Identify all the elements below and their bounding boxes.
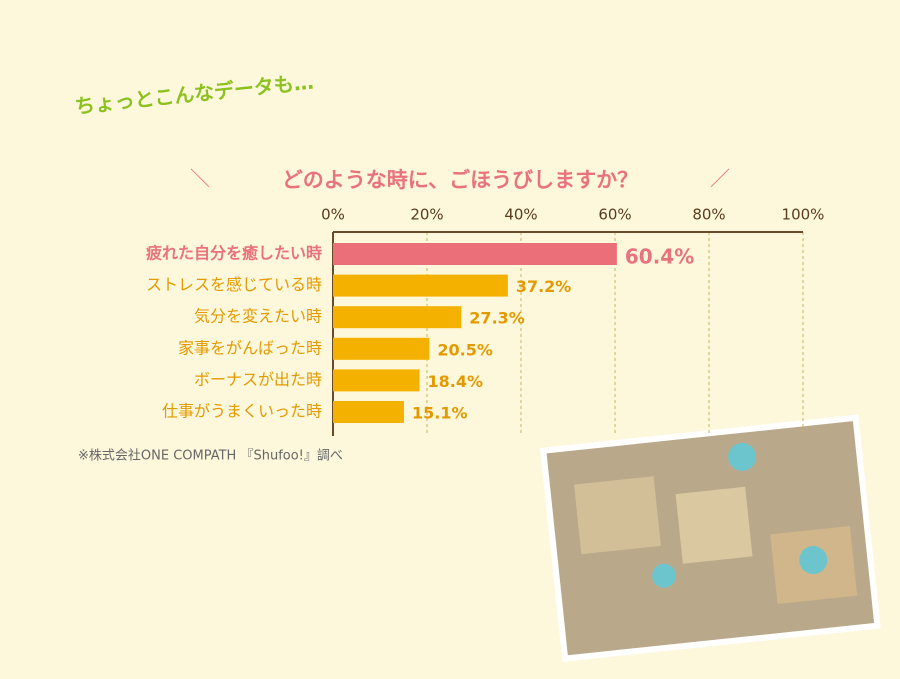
bar — [333, 369, 420, 392]
bar — [333, 337, 430, 360]
photo-sticker — [799, 546, 828, 575]
category-label: 家事をがんばった時 — [178, 338, 322, 357]
bar — [333, 306, 462, 329]
chart-title: どのような時に、ごほうびしますか？ — [282, 168, 638, 192]
value-label: 60.4% — [625, 245, 694, 269]
annotation: ちょっとこんなデータも… — [74, 69, 315, 118]
x-tick-label: 20% — [410, 206, 443, 224]
category-label: 仕事がうまくいった時 — [162, 402, 322, 421]
value-label: 18.4% — [427, 372, 483, 391]
photo-sticker — [652, 563, 677, 588]
photo-cookie — [574, 476, 661, 555]
photo-cookie — [675, 486, 753, 564]
source-note: ※株式会社ONE COMPATH 『Shufoo!』調べ — [78, 448, 343, 464]
photo — [540, 414, 881, 662]
category-label: ボーナスが出た時 — [194, 370, 322, 389]
x-tick-label: 80% — [692, 206, 725, 224]
x-tick-label: 60% — [598, 206, 631, 224]
value-label: 15.1% — [412, 404, 468, 423]
bar — [333, 243, 617, 265]
value-label: 27.3% — [469, 309, 525, 328]
category-label: ストレスを感じている時 — [146, 275, 322, 294]
x-tick-label: 100% — [782, 206, 825, 224]
photo-sticker — [728, 442, 757, 471]
x-tick-label: 40% — [504, 206, 537, 224]
bar — [333, 401, 404, 423]
bar — [333, 274, 508, 297]
title-deco: ＼ — [190, 167, 210, 191]
value-label: 20.5% — [437, 340, 493, 359]
category-label: 疲れた自分を癒したい時 — [146, 244, 322, 263]
x-tick-label: 0% — [321, 206, 345, 224]
value-label: 37.2% — [516, 277, 572, 296]
category-label: 気分を変えたい時 — [194, 307, 322, 326]
title-deco: ／ — [710, 167, 730, 191]
